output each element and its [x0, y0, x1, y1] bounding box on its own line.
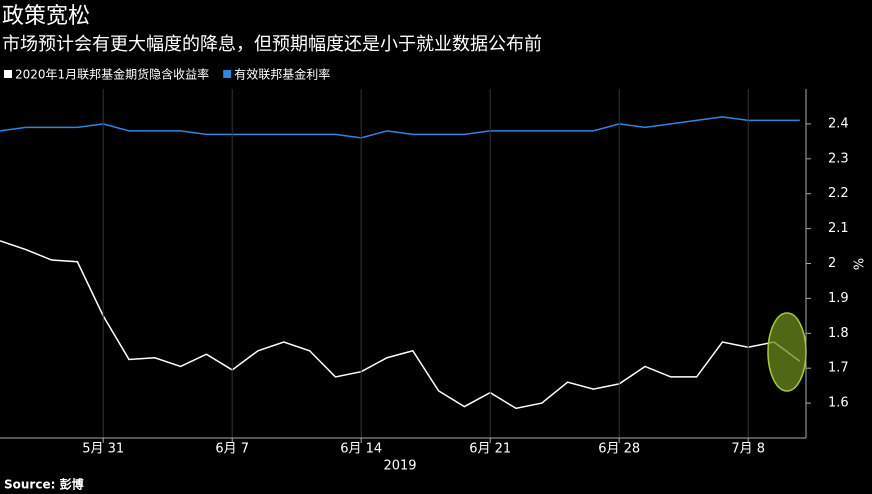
- y-tick-label: 1.8: [828, 326, 849, 341]
- series-line: [0, 116, 800, 139]
- y-tick-label: 1.6: [828, 396, 849, 411]
- y-tick-label: 2.3: [828, 151, 849, 166]
- series-line: [0, 240, 801, 410]
- legend-label: 有效联邦基金利率: [234, 67, 330, 82]
- x-tick-label: 6月 21: [469, 442, 511, 457]
- legend-label: 2020年1月联邦基金期货隐含收益率: [15, 67, 209, 82]
- highlight-ellipse: [767, 312, 807, 392]
- x-tick-label: 6月 28: [598, 442, 640, 457]
- y-tick-label: 1.9: [828, 291, 849, 306]
- y-tick-label: 2.4: [828, 116, 849, 131]
- x-tick-label: 5月 31: [82, 442, 124, 457]
- legend-swatch: [4, 70, 12, 78]
- chart-subtitle: 市场预计会有更大幅度的降息，但预期幅度还是小于就业数据公布前: [2, 34, 542, 55]
- x-tick-label: 6月 14: [340, 442, 382, 457]
- x-axis-label: 2019: [383, 459, 416, 474]
- y-tick-label: 2.2: [828, 186, 849, 201]
- y-axis-label: %: [850, 258, 865, 270]
- x-tick-label: 7月 8: [731, 442, 765, 457]
- legend-swatch: [223, 70, 232, 78]
- y-tick-label: 2: [828, 256, 836, 271]
- y-tick-label: 2.1: [828, 221, 849, 236]
- source: Source: 彭博: [4, 477, 84, 492]
- x-tick-label: 6月 7: [215, 442, 249, 457]
- y-tick-label: 1.7: [828, 361, 849, 376]
- chart-title: 政策宽松: [2, 4, 90, 29]
